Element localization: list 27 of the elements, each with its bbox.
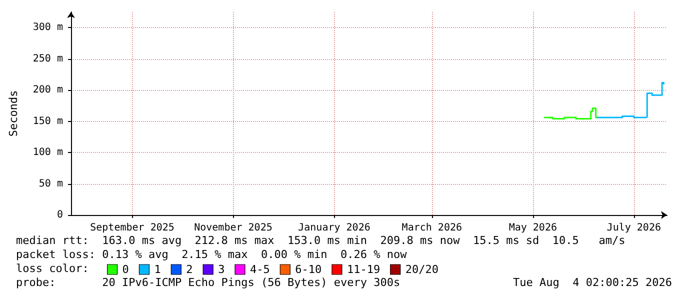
x-tick-label: May 2026 — [508, 222, 557, 234]
y-tick-label: 100 m — [32, 147, 63, 158]
y-tick-label: 50 m — [38, 178, 63, 190]
legend-label: 2 — [186, 263, 193, 276]
y-axis-title: Seconds — [7, 90, 20, 137]
legend-label: 4-5 — [250, 263, 270, 276]
legend-label: 3 — [218, 263, 225, 276]
x-tick-label: November 2025 — [194, 222, 272, 234]
y-tick-label: 300 m — [32, 22, 63, 34]
y-tick-label: 0 — [56, 210, 63, 220]
x-tick-label: March 2026 — [402, 222, 462, 234]
legend-label: 6-10 — [295, 263, 322, 276]
legend-title: loss color: — [16, 262, 89, 275]
text: probe: 20 IPv6-ICMP Echo Pings (56 Bytes) every 300s — [16, 276, 400, 289]
text: packet loss: 0.13 % avg 2.15 % max 0.00 % min 0.26 % now — [16, 248, 408, 261]
x-tick-label: January 2026 — [298, 222, 370, 234]
y-tick-label: 150 m — [32, 116, 63, 127]
x-tick-label: July 2026 — [606, 222, 661, 234]
text: Tue Aug 4 02:00:25 2026 — [513, 276, 672, 289]
text: median rtt: 163.0 ms avg 212.8 ms max 153.0 ms min 209.8 ms now 15.5 ms sd 10.5 am/s — [16, 234, 626, 247]
legend-label: 0 — [122, 263, 129, 276]
y-tick-label: 250 m — [32, 53, 63, 64]
x-tick-label: September 2025 — [90, 222, 174, 234]
legend-label: 1 — [154, 263, 161, 276]
legend-label: 20/20 — [405, 263, 438, 276]
legend-label: 11-19 — [346, 263, 380, 276]
y-tick-label: 200 m — [32, 84, 63, 96]
